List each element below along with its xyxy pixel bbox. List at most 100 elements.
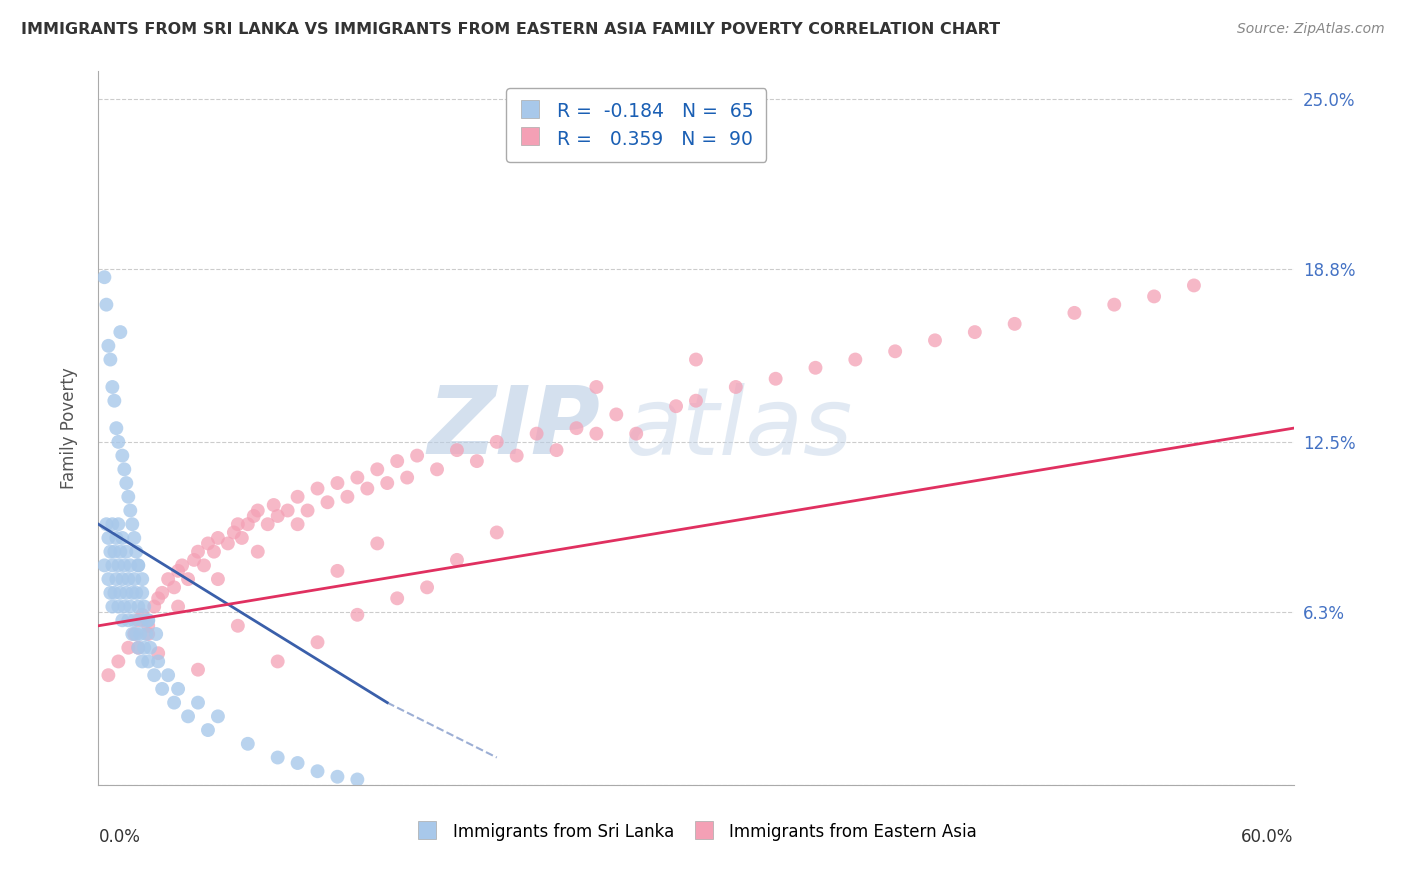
Point [101,599,124,614]
Point [101,380,124,394]
Point [131,613,153,627]
Point [112,462,135,476]
Point [585,426,607,441]
Point [136,655,159,669]
Point [121,517,143,532]
Point [107,655,129,669]
Point [256,517,278,532]
Point [1182,278,1205,293]
Point [148,655,170,669]
Point [177,709,200,723]
Point [117,490,139,504]
Point [131,586,153,600]
Point [197,536,219,550]
Point [685,352,707,367]
Point [177,572,200,586]
Point [120,599,142,614]
Point [93,558,115,573]
Point [172,558,194,573]
Point [103,544,125,558]
Point [105,531,128,545]
Point [246,503,269,517]
Point [336,490,359,504]
Point [446,553,468,567]
Text: Source: ZipAtlas.com: Source: ZipAtlas.com [1237,22,1385,37]
Point [326,770,349,784]
Point [97,572,120,586]
Point [124,572,146,586]
Text: 60.0%: 60.0% [1241,828,1294,846]
Y-axis label: Family Poverty: Family Poverty [59,368,77,489]
Point [307,482,329,496]
Point [107,599,129,614]
Point [267,655,290,669]
Point [107,517,129,532]
Point [105,421,128,435]
Point [167,564,190,578]
Point [103,393,125,408]
Point [101,558,124,573]
Point [277,503,299,517]
Point [366,536,388,550]
Point [127,558,149,573]
Point [605,408,627,422]
Point [267,750,290,764]
Point [127,599,149,614]
Point [117,572,139,586]
Point [110,544,132,558]
Point [626,426,648,441]
Point [101,517,124,532]
Point [125,586,148,600]
Point [97,339,120,353]
Point [202,544,225,558]
Point [125,544,148,558]
Point [565,421,588,435]
Point [139,640,162,655]
Point [346,470,368,484]
Point [131,572,153,586]
Point [111,613,134,627]
Point [366,462,388,476]
Point [111,531,134,545]
Point [134,599,156,614]
Point [163,696,186,710]
Point [135,627,157,641]
Point [134,640,156,655]
Point [765,372,787,386]
Text: atlas: atlas [624,383,852,474]
Point [157,668,180,682]
Point [98,352,122,367]
Point [145,627,167,641]
Point [287,490,309,504]
Point [246,544,269,558]
Point [685,393,707,408]
Point [127,558,149,573]
Point [111,449,134,463]
Point [110,325,132,339]
Point [131,607,153,622]
Point [485,434,508,449]
Point [207,531,229,545]
Point [375,476,398,491]
Point [121,586,143,600]
Point [307,764,329,779]
Point [129,627,152,641]
Point [1063,306,1085,320]
Point [406,449,429,463]
Point [124,627,146,641]
Point [287,517,309,532]
Point [465,454,488,468]
Point [148,646,170,660]
Point [187,663,209,677]
Point [506,449,529,463]
Point [236,737,259,751]
Point [97,531,120,545]
Point [148,591,170,606]
Point [120,558,142,573]
Point [226,517,249,532]
Point [485,525,508,540]
Point [127,640,149,655]
Point [804,360,827,375]
Point [236,517,259,532]
Point [884,344,907,359]
